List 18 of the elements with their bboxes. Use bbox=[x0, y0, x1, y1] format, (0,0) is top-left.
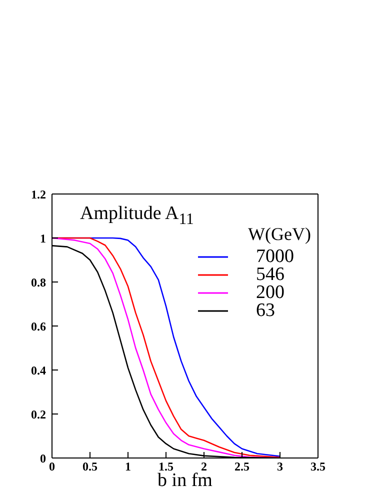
y-tick-label: 1.2 bbox=[31, 187, 46, 202]
legend-title: W(GeV) bbox=[248, 224, 311, 244]
x-tick-label: 3 bbox=[277, 460, 283, 474]
legend-label: 63 bbox=[256, 300, 275, 322]
y-tick-label: 1 bbox=[40, 231, 46, 246]
x-tick-label: 3.5 bbox=[310, 460, 326, 474]
y-tick-label: 0.6 bbox=[31, 319, 46, 334]
y-tick-label: 0.8 bbox=[31, 275, 46, 290]
legend-label: 200 bbox=[256, 282, 284, 303]
x-tick-label: 0 bbox=[49, 460, 55, 474]
x-tick-label: 0.5 bbox=[82, 460, 98, 474]
x-tick-label: 1 bbox=[125, 460, 131, 474]
legend-label: 546 bbox=[256, 264, 284, 285]
legend-label: 7000 bbox=[256, 246, 294, 267]
text: Amplitude A$_{11}$ bbox=[80, 203, 194, 229]
x-tick-label: 2.5 bbox=[234, 460, 250, 474]
y-tick-label: 0.4 bbox=[31, 363, 46, 378]
y-tick-label: 0.2 bbox=[31, 407, 46, 422]
